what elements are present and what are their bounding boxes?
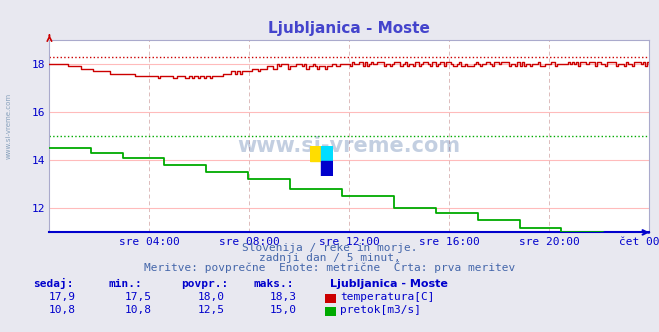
Bar [322,161,333,176]
Text: 18,0: 18,0 [198,292,224,302]
Text: sedaj:: sedaj: [33,278,73,289]
Text: 15,0: 15,0 [270,305,297,315]
Bar [310,146,322,161]
Text: zadnji dan / 5 minut.: zadnji dan / 5 minut. [258,253,401,263]
Text: 10,8: 10,8 [125,305,152,315]
Text: 10,8: 10,8 [49,305,76,315]
Text: 12,5: 12,5 [198,305,224,315]
Text: www.si-vreme.com: www.si-vreme.com [238,136,461,156]
Text: povpr.:: povpr.: [181,279,229,289]
Text: Slovenija / reke in morje.: Slovenija / reke in morje. [242,243,417,253]
Text: min.:: min.: [109,279,142,289]
Text: temperatura[C]: temperatura[C] [340,292,434,302]
Text: pretok[m3/s]: pretok[m3/s] [340,305,421,315]
Text: 18,3: 18,3 [270,292,297,302]
Text: Meritve: povprečne  Enote: metrične  Črta: prva meritev: Meritve: povprečne Enote: metrične Črta:… [144,261,515,273]
Text: Ljubljanica - Moste: Ljubljanica - Moste [330,279,447,289]
Text: 17,5: 17,5 [125,292,152,302]
Text: maks.:: maks.: [254,279,294,289]
Title: Ljubljanica - Moste: Ljubljanica - Moste [268,21,430,36]
Text: www.si-vreme.com: www.si-vreme.com [5,93,11,159]
Text: 17,9: 17,9 [49,292,76,302]
Bar [322,146,333,161]
